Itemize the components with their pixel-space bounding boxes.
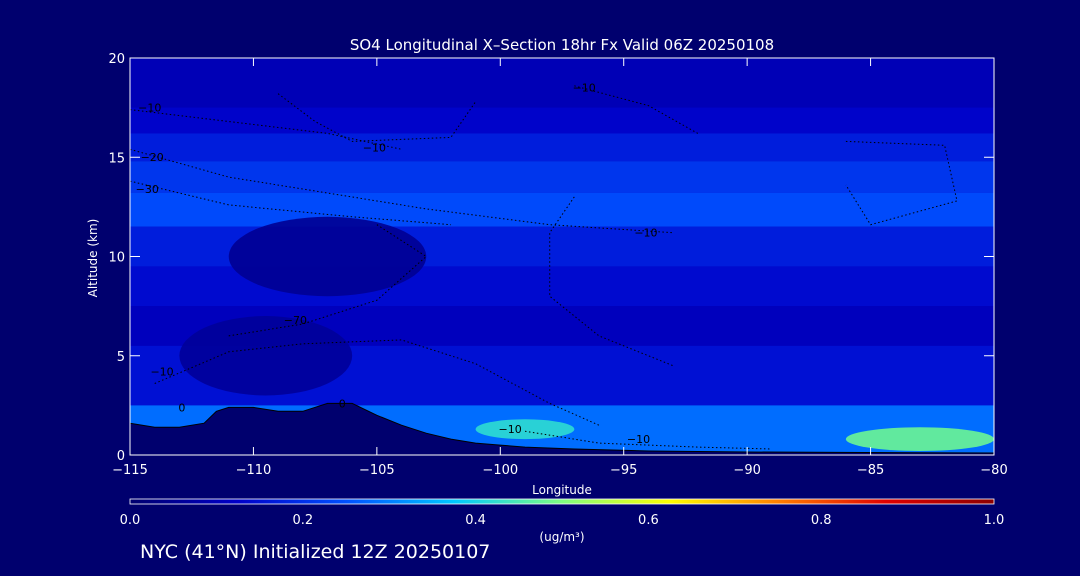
contour-line [228, 224, 428, 337]
concentration-band [130, 107, 994, 134]
contour-label: −10 [573, 82, 596, 95]
concentration-band [130, 192, 994, 227]
x-tick-label: −95 [610, 463, 637, 478]
contour-label: −10 [627, 433, 650, 446]
contour-line [845, 140, 958, 226]
contour-label: 0 [178, 401, 185, 414]
y-axis: 0 5 10 15 20 [108, 52, 994, 464]
y-axis-label: Altitude (km) [86, 219, 100, 298]
colorbar-tick-label: 0.0 [120, 513, 141, 528]
contour-label: −10 [499, 423, 522, 436]
contour-label: −30 [136, 183, 159, 196]
concentration-band [130, 133, 994, 162]
x-tick-label: −100 [482, 463, 518, 478]
contour-label: −10 [634, 227, 657, 240]
y-tick-label: 0 [117, 449, 125, 464]
colorbar-tick-label: 1.0 [984, 513, 1005, 528]
initialization-footer: NYC (41°N) Initialized 12Z 20250107 [140, 541, 491, 563]
x-tick-label: −85 [857, 463, 884, 478]
colorbar-unit-label: (ug/m³) [539, 530, 584, 544]
colorbar-tick-label: 0.2 [292, 513, 313, 528]
y-tick-label: 15 [108, 151, 125, 166]
x-axis-label: Longitude [532, 483, 592, 497]
colorbar-tick-label: 0.4 [465, 513, 486, 528]
contour-label: −10 [363, 141, 386, 154]
y-tick-label: 5 [117, 350, 125, 365]
contour-line [154, 339, 600, 426]
contour-line [277, 93, 477, 142]
concentration-band [130, 58, 994, 108]
concentration-hotspot [845, 427, 994, 452]
contour-line [524, 430, 772, 450]
contour-label: −10 [150, 366, 173, 379]
x-tick-label: −115 [112, 463, 148, 478]
x-tick-label: −90 [733, 463, 760, 478]
contour-label: 0 [339, 397, 346, 410]
colorbar-tick-label: 0.6 [638, 513, 659, 528]
concentration-hotspot [228, 216, 427, 297]
concentration-hotspot [475, 419, 575, 440]
contour-line [130, 148, 674, 234]
contour-line [574, 85, 699, 134]
contour-line [549, 196, 674, 367]
terrain [130, 402, 994, 455]
contour-label: −20 [141, 151, 164, 164]
chart-title: SO4 Longitudinal X–Section 18hr Fx Valid… [350, 36, 774, 54]
contour-label: −70 [284, 314, 307, 327]
contour-label: −10 [138, 102, 161, 115]
x-tick-label: −105 [359, 463, 395, 478]
colorbar-tick-label: 0.8 [811, 513, 832, 528]
concentration-band [130, 161, 994, 193]
colorbar-bar [129, 498, 995, 505]
x-tick-label: −80 [980, 463, 1007, 478]
y-tick-label: 10 [108, 251, 125, 266]
x-tick-label: −110 [236, 463, 272, 478]
concentration-hotspot [179, 316, 353, 396]
x-axis: −115 −110 −105 −100 −95 −90 −85 −80 [112, 58, 1008, 478]
colorbar: 0.0 0.2 0.4 0.6 0.8 1.0 [120, 498, 1005, 528]
y-tick-label: 20 [108, 52, 125, 67]
plot-area: −10 −10 −10 −20 −30 −10 −70 −10 0 0 −10 −10 [130, 58, 994, 455]
